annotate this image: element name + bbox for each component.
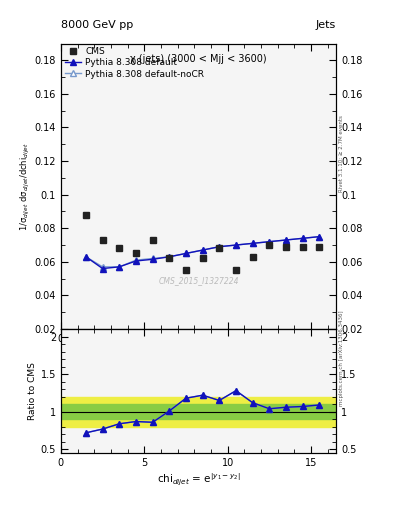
Pythia 8.308 default bbox=[300, 235, 305, 241]
CMS bbox=[284, 244, 288, 250]
CMS bbox=[217, 245, 222, 251]
CMS bbox=[250, 254, 255, 260]
Pythia 8.308 default-noCR bbox=[250, 240, 255, 246]
Pythia 8.308 default bbox=[267, 239, 272, 245]
CMS bbox=[84, 212, 88, 218]
Text: Rivet 3.1.10; ≥ 2.7M events: Rivet 3.1.10; ≥ 2.7M events bbox=[339, 115, 344, 192]
Bar bbox=[61, 404, 336, 419]
Pythia 8.308 default bbox=[233, 242, 238, 248]
CMS bbox=[300, 244, 305, 250]
Pythia 8.308 default-noCR bbox=[317, 233, 322, 240]
Pythia 8.308 default-noCR bbox=[84, 254, 88, 260]
Line: CMS: CMS bbox=[83, 211, 323, 274]
Pythia 8.308 default-noCR bbox=[117, 264, 121, 270]
CMS bbox=[317, 244, 322, 250]
Pythia 8.308 default bbox=[100, 266, 105, 272]
Pythia 8.308 default bbox=[200, 247, 205, 253]
CMS bbox=[100, 237, 105, 243]
CMS bbox=[184, 267, 188, 273]
CMS bbox=[233, 267, 238, 273]
Pythia 8.308 default bbox=[284, 237, 288, 243]
Text: 8000 GeV pp: 8000 GeV pp bbox=[61, 19, 133, 30]
Line: Pythia 8.308 default-noCR: Pythia 8.308 default-noCR bbox=[83, 234, 322, 270]
Y-axis label: 1/σ$_{dijet}$ dσ$_{dijet}$/dchi$_{dijet}$: 1/σ$_{dijet}$ dσ$_{dijet}$/dchi$_{dijet}… bbox=[19, 142, 32, 230]
CMS bbox=[267, 242, 272, 248]
Text: Jets: Jets bbox=[316, 19, 336, 30]
Text: mcplots.cern.ch [arXiv:1306.3436]: mcplots.cern.ch [arXiv:1306.3436] bbox=[339, 311, 344, 406]
CMS bbox=[117, 245, 121, 251]
Pythia 8.308 default bbox=[134, 258, 138, 264]
CMS bbox=[134, 250, 138, 257]
Pythia 8.308 default bbox=[167, 254, 172, 260]
Pythia 8.308 default-noCR bbox=[267, 239, 272, 245]
Pythia 8.308 default bbox=[317, 233, 322, 240]
Pythia 8.308 default-noCR bbox=[200, 247, 205, 253]
Text: CMS_2015_I1327224: CMS_2015_I1327224 bbox=[158, 276, 239, 285]
Pythia 8.308 default-noCR bbox=[300, 235, 305, 241]
Pythia 8.308 default-noCR bbox=[167, 254, 172, 260]
X-axis label: chi$_{dijet}$ = e$^{|y_{1}-y_{2}|}$: chi$_{dijet}$ = e$^{|y_{1}-y_{2}|}$ bbox=[157, 472, 240, 488]
Y-axis label: Ratio to CMS: Ratio to CMS bbox=[28, 362, 37, 420]
Pythia 8.308 default-noCR bbox=[184, 250, 188, 257]
Pythia 8.308 default-noCR bbox=[233, 242, 238, 248]
Pythia 8.308 default bbox=[117, 264, 121, 270]
CMS bbox=[200, 255, 205, 262]
Pythia 8.308 default bbox=[184, 250, 188, 257]
Pythia 8.308 default-noCR bbox=[150, 255, 155, 262]
CMS bbox=[150, 237, 155, 243]
Bar bbox=[61, 397, 336, 427]
Pythia 8.308 default-noCR bbox=[284, 237, 288, 243]
Pythia 8.308 default bbox=[84, 254, 88, 260]
Line: Pythia 8.308 default: Pythia 8.308 default bbox=[83, 233, 323, 272]
Pythia 8.308 default bbox=[250, 240, 255, 246]
Text: χ (jets) (3000 < Mjj < 3600): χ (jets) (3000 < Mjj < 3600) bbox=[130, 54, 267, 63]
Pythia 8.308 default bbox=[150, 256, 155, 262]
CMS bbox=[167, 255, 172, 262]
Legend: CMS, Pythia 8.308 default, Pythia 8.308 default-noCR: CMS, Pythia 8.308 default, Pythia 8.308 … bbox=[64, 46, 205, 79]
Pythia 8.308 default-noCR bbox=[217, 244, 222, 250]
Pythia 8.308 default bbox=[217, 244, 222, 250]
Pythia 8.308 default-noCR bbox=[134, 257, 138, 263]
Pythia 8.308 default-noCR bbox=[100, 264, 105, 270]
